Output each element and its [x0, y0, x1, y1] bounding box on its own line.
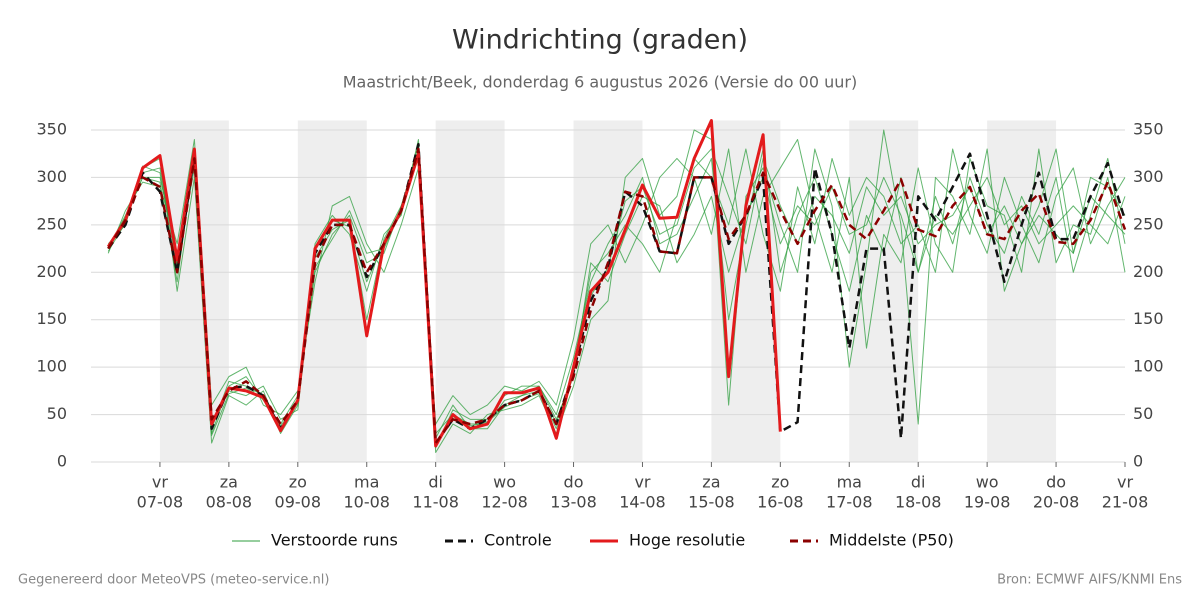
x-tick-label: 15-08	[688, 493, 735, 512]
x-tick-weekday: vr	[634, 473, 650, 492]
x-tick-weekday: do	[564, 473, 584, 492]
y2-tick-label: 300	[1133, 167, 1164, 186]
x-tick-label: 13-08	[550, 493, 597, 512]
y2-tick-label: 150	[1133, 309, 1164, 328]
x-tick-weekday: za	[702, 473, 720, 492]
x-tick-weekday: vr	[1117, 473, 1133, 492]
y-tick-label: 350	[36, 119, 67, 138]
chart-subtitle: Maastricht/Beek, donderdag 6 augustus 20…	[343, 73, 857, 92]
x-tick-label: 21-08	[1102, 493, 1149, 512]
x-tick-label: 16-08	[757, 493, 804, 512]
y-tick-label: 300	[36, 167, 67, 186]
y-tick-label: 150	[36, 309, 67, 328]
y2-tick-label: 0	[1133, 452, 1143, 471]
legend-label: Hoge resolutie	[629, 531, 745, 550]
x-tick-label: 11-08	[412, 493, 459, 512]
ensemble-line	[107, 148, 1126, 439]
y2-tick-label: 250	[1133, 214, 1164, 233]
y-tick-label: 200	[36, 262, 67, 281]
series-line	[107, 147, 1127, 445]
y-tick-label: 50	[47, 404, 67, 423]
y-tick-label: 100	[36, 357, 67, 376]
legend-label: Controle	[484, 531, 552, 550]
x-tick-weekday: zo	[289, 473, 307, 492]
x-tick-label: 19-08	[964, 493, 1011, 512]
x-tick-label: 12-08	[481, 493, 528, 512]
x-tick-weekday: do	[1046, 473, 1066, 492]
y2-tick-label: 100	[1133, 357, 1164, 376]
legend-label: Verstoorde runs	[271, 531, 398, 550]
day-shade	[987, 120, 1057, 462]
x-tick-weekday: di	[911, 473, 926, 492]
chart-title: Windrichting (graden)	[452, 25, 748, 56]
x-tick-weekday: vr	[152, 473, 168, 492]
y2-tick-label: 50	[1133, 404, 1153, 423]
footer-left: Gegenereerd door MeteoVPS (meteo-service…	[18, 573, 329, 588]
x-tick-label: 09-08	[275, 493, 322, 512]
x-tick-weekday: zo	[771, 473, 789, 492]
x-tick-weekday: wo	[493, 473, 516, 492]
y-tick-label: 250	[36, 214, 67, 233]
x-tick-weekday: di	[428, 473, 443, 492]
x-tick-label: 17-08	[826, 493, 873, 512]
y2-tick-label: 350	[1133, 119, 1164, 138]
x-tick-weekday: wo	[976, 473, 999, 492]
x-tick-weekday: ma	[354, 473, 379, 492]
y-tick-label: 0	[57, 452, 67, 471]
x-tick-weekday: ma	[837, 473, 862, 492]
footer-right: Bron: ECMWF AIFS/KNMI Ens	[997, 573, 1182, 588]
x-tick-label: 14-08	[619, 493, 666, 512]
x-tick-label: 20-08	[1033, 493, 1080, 512]
day-shade	[573, 120, 643, 462]
x-tick-label: 18-08	[895, 493, 942, 512]
x-tick-label: 08-08	[206, 493, 253, 512]
day-shade	[297, 120, 367, 462]
x-tick-label: 07-08	[137, 493, 184, 512]
x-tick-label: 10-08	[343, 493, 390, 512]
y2-tick-label: 200	[1133, 262, 1164, 281]
x-tick-weekday: za	[220, 473, 238, 492]
legend-label: Middelste (P50)	[829, 531, 954, 550]
